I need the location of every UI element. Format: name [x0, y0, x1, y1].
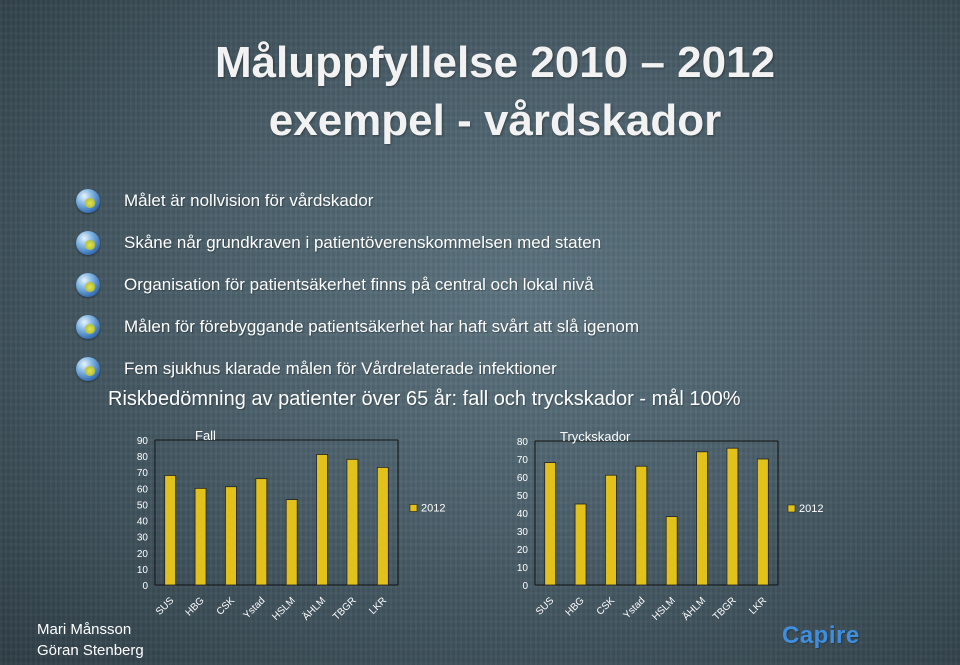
x-tick-label: LKR — [747, 595, 769, 617]
y-tick-label: 80 — [517, 437, 529, 448]
bar — [605, 474, 617, 586]
chart-title: Fall — [195, 428, 216, 443]
bar — [376, 466, 389, 586]
y-tick-label: 50 — [137, 500, 149, 511]
bullet-text: Skåne når grundkraven i patientöverensko… — [124, 233, 602, 252]
orb-bullet-icon — [76, 315, 100, 339]
bullet-item: Skåne når grundkraven i patientöverensko… — [76, 222, 639, 264]
x-tick-label: CSK — [595, 595, 618, 618]
fall-chart: 0 10 20 30 40 50 60 70 80 90 Fall SUS HBG CSK Ystad HSL… — [137, 428, 446, 623]
bullet-text: Målet är nollvision för vårdskador — [124, 191, 374, 210]
y-tick-label: 20 — [517, 545, 529, 556]
x-tick-label: ÄHLM — [300, 595, 328, 623]
bar — [346, 458, 359, 586]
title-line-1: Måluppfyllelse 2010 – 2012 — [214, 38, 776, 87]
title-line-2: exempel - vårdskador — [268, 96, 722, 145]
legend-swatch — [787, 504, 796, 513]
orb-bullet-icon — [76, 273, 100, 297]
bar — [635, 465, 648, 586]
y-tick-label: 90 — [137, 436, 149, 447]
x-tick-label: Ystad — [622, 595, 648, 621]
y-tick-label: 20 — [137, 549, 149, 560]
x-tick-label: Ystad — [242, 595, 268, 621]
bullet-text: Organisation för patientsäkerhet finns p… — [124, 275, 594, 294]
y-tick-label: 30 — [517, 527, 529, 538]
bar — [316, 454, 328, 586]
y-tick-label: 10 — [517, 563, 529, 574]
x-tick-label: CSK — [215, 595, 238, 618]
x-tick-label: LKR — [367, 595, 389, 617]
orb-bullet-icon — [76, 357, 100, 381]
x-tick-label: HBG — [184, 595, 207, 618]
x-tick-label: ÄHLM — [680, 595, 708, 623]
bar — [285, 499, 298, 586]
bar — [194, 487, 207, 586]
bullet-text: Fem sjukhus klarade målen för Vårdrelate… — [124, 359, 557, 378]
bar — [544, 462, 557, 586]
bar — [756, 458, 769, 586]
x-tick-label: SUS — [534, 595, 557, 618]
bullet-item: Målen för förebyggande patientsäkerhet h… — [76, 306, 639, 348]
bullet-item: Målet är nollvision för vårdskador — [76, 180, 639, 222]
y-tick-label: 0 — [522, 581, 528, 592]
slide-title: Måluppfyllelse 2010 – 2012 exempel - vår… — [0, 34, 960, 150]
y-tick-label: 0 — [142, 581, 148, 592]
author-name: Mari Månsson — [37, 621, 132, 638]
bar — [225, 486, 237, 586]
bar — [696, 451, 708, 586]
y-tick-label: 70 — [137, 468, 149, 479]
bar — [665, 516, 678, 586]
y-tick-label: 50 — [517, 491, 529, 502]
capire-logo: Capire — [782, 622, 860, 649]
chart-title: Tryckskador — [560, 429, 631, 444]
bullet-list: Målet är nollvision för vårdskador Skåne… — [76, 180, 639, 390]
bullet-item: Fem sjukhus klarade målen för Vårdrelate… — [76, 348, 639, 390]
y-tick-label: 60 — [137, 484, 149, 495]
bar — [574, 503, 587, 586]
x-tick-label: HSLM — [650, 595, 677, 622]
legend-label: 2012 — [421, 503, 445, 515]
bar — [164, 475, 177, 586]
bar — [255, 478, 268, 586]
author-name: Göran Stenberg — [37, 642, 144, 659]
risk-heading: Riskbedömning av patienter över 65 år: f… — [108, 388, 741, 410]
y-tick-label: 10 — [137, 565, 149, 576]
y-tick-label: 40 — [517, 509, 529, 520]
bar — [726, 447, 739, 586]
y-tick-label: 70 — [517, 455, 529, 466]
bullet-item: Organisation för patientsäkerhet finns p… — [76, 264, 639, 306]
x-tick-label: HSLM — [270, 595, 297, 622]
y-tick-label: 80 — [137, 452, 149, 463]
x-tick-label: HBG — [564, 595, 587, 618]
y-tick-label: 60 — [517, 473, 529, 484]
legend-label: 2012 — [799, 503, 823, 515]
y-tick-label: 30 — [137, 533, 149, 544]
tryckskador-chart: 0 10 20 30 40 50 60 70 80 Tryckskador SUS HBG CSK Yst… — [517, 429, 824, 623]
bullet-text: Målen för förebyggande patientsäkerhet h… — [124, 317, 640, 336]
y-tick-label: 40 — [137, 517, 149, 528]
x-tick-label: SUS — [154, 595, 177, 618]
x-tick-label: TBGR — [331, 595, 358, 622]
orb-bullet-icon — [76, 189, 100, 213]
authors: Mari Månsson Göran Stenberg — [37, 619, 144, 661]
legend-swatch — [409, 504, 418, 512]
orb-bullet-icon — [76, 231, 100, 255]
x-tick-label: TBGR — [711, 595, 738, 622]
